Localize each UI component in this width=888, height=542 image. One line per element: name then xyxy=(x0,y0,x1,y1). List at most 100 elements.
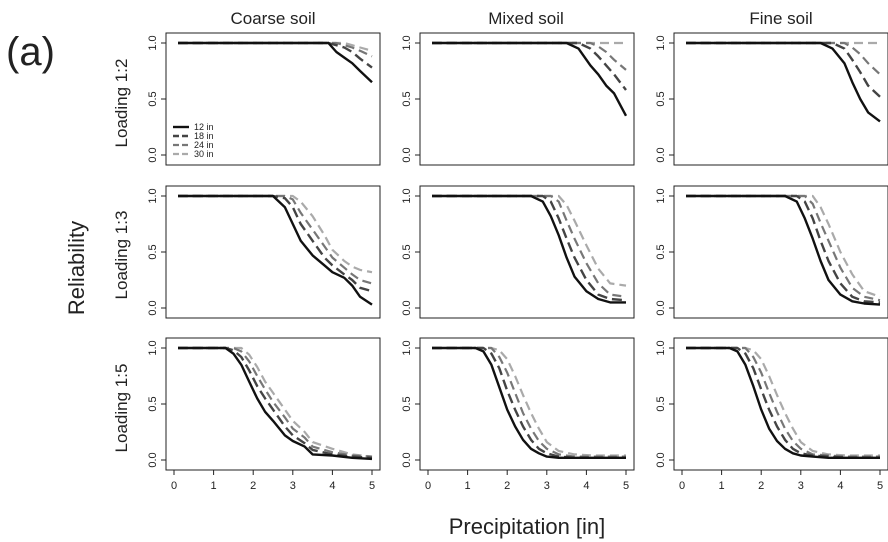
y-tick-label: 0.5 xyxy=(655,91,667,106)
series-line-18-in xyxy=(178,194,373,293)
panel-2-0: 0.0 0.5 1.0 0 1 2 3 4 5 xyxy=(147,337,381,492)
column-title-coarse: Coarse soil xyxy=(230,9,315,28)
y-tick-label: 1.0 xyxy=(401,340,413,355)
x-tick-label: 2 xyxy=(504,480,510,492)
y-tick-label: 0.5 xyxy=(147,91,159,106)
y-tick-label: 0.5 xyxy=(147,396,159,411)
x-tick-label: 0 xyxy=(679,480,685,492)
series-line-18-in xyxy=(178,346,373,459)
panel-1-2: 0.0 0.5 1.0 xyxy=(655,185,888,319)
series-line-30-in xyxy=(686,194,881,298)
x-tick-label: 1 xyxy=(465,480,471,492)
y-axis-label: Reliability xyxy=(64,221,89,315)
series-line-24-in xyxy=(178,41,373,58)
series-line-18-in xyxy=(432,41,627,91)
y-tick-label: 0.0 xyxy=(401,300,413,315)
series-line-12-in xyxy=(178,41,373,84)
series-line-24-in xyxy=(432,41,627,71)
panel-frame xyxy=(165,337,381,471)
legend-label: 30 in xyxy=(194,149,214,159)
y-tick-label: 1.0 xyxy=(401,188,413,203)
series-line-24-in xyxy=(686,41,881,76)
x-tick-label: 1 xyxy=(719,480,725,492)
x-tick-label: 5 xyxy=(623,480,629,492)
x-tick-label: 4 xyxy=(837,480,843,492)
x-tick-label: 0 xyxy=(425,480,431,492)
y-tick-label: 1.0 xyxy=(655,35,667,50)
series-line-18-in xyxy=(686,41,881,98)
panel-frame xyxy=(165,185,381,319)
y-tick-label: 0.0 xyxy=(655,300,667,315)
series-line-12-in xyxy=(178,346,373,461)
column-title-fine: Fine soil xyxy=(749,9,812,28)
panels: 0.00.51.00.00.51.00.00.51.00.00.51.00.00… xyxy=(147,32,888,492)
y-tick-label: 0.5 xyxy=(401,396,413,411)
y-tick-label: 0.0 xyxy=(655,452,667,467)
panel-1-0: 0.0 0.5 1.0 xyxy=(147,185,381,319)
x-tick-label: 3 xyxy=(290,480,296,492)
y-tick-label: 1.0 xyxy=(401,35,413,50)
series-line-18-in xyxy=(686,346,880,459)
series-line-30-in xyxy=(686,346,880,457)
legend-label: 24 in xyxy=(194,140,214,150)
series-line-12-in xyxy=(686,346,880,459)
x-tick-label: 2 xyxy=(758,480,764,492)
series-line-12-in xyxy=(686,41,881,123)
series-line-24-in xyxy=(432,346,626,458)
series-line-12-in xyxy=(178,194,373,306)
series-line-30-in xyxy=(178,41,373,52)
panel-0-2: 0.0 0.5 1.0 xyxy=(655,32,888,166)
x-tick-label: 2 xyxy=(250,480,256,492)
y-tick-label: 0.0 xyxy=(401,452,413,467)
x-tick-label: 1 xyxy=(211,480,217,492)
legend-label: 12 in xyxy=(194,122,214,132)
y-tick-label: 0.0 xyxy=(147,300,159,315)
series-line-24-in xyxy=(178,346,373,458)
y-tick-label: 1.0 xyxy=(147,35,159,50)
panel-0-0: 0.0 0.5 1.0 xyxy=(147,32,381,166)
series-line-12-in xyxy=(432,41,628,117)
panel-frame xyxy=(673,32,888,166)
x-tick-label: 3 xyxy=(798,480,804,492)
series-line-30-in xyxy=(178,346,373,458)
series-line-12-in xyxy=(432,194,626,304)
series-line-30-in xyxy=(432,346,626,457)
y-tick-label: 1.0 xyxy=(655,188,667,203)
series-line-12-in xyxy=(432,346,626,459)
series-line-12-in xyxy=(686,194,881,306)
panel-2-1: 0.0 0.5 1.0 0 1 2 3 4 5 xyxy=(401,337,635,492)
y-tick-label: 0.5 xyxy=(401,244,413,259)
y-tick-label: 0.0 xyxy=(147,452,159,467)
series-line-30-in xyxy=(432,194,627,287)
panel-2-2: 0.0 0.5 1.0 0 1 2 3 4 5 xyxy=(655,337,888,492)
column-title-mixed: Mixed soil xyxy=(488,9,564,28)
x-tick-label: 4 xyxy=(329,480,335,492)
x-tick-label: 4 xyxy=(583,480,589,492)
series-line-24-in xyxy=(178,194,373,285)
row-label-1-5: Loading 1:5 xyxy=(112,364,131,453)
y-tick-label: 1.0 xyxy=(655,340,667,355)
x-tick-label: 0 xyxy=(171,480,177,492)
x-axis-label: Precipitation [in] xyxy=(449,514,606,539)
series-line-30-in xyxy=(178,194,373,274)
legend-label: 18 in xyxy=(194,131,214,141)
panel-frame xyxy=(419,185,635,319)
series-line-18-in xyxy=(686,194,881,304)
row-label-1-3: Loading 1:3 xyxy=(112,211,131,300)
y-tick-label: 0.5 xyxy=(655,244,667,259)
panel-0-1: 0.0 0.5 1.0 xyxy=(401,32,635,166)
panel-frame xyxy=(419,32,635,166)
series-line-18-in xyxy=(432,194,627,302)
series-line-24-in xyxy=(432,194,627,298)
y-tick-label: 0.0 xyxy=(655,147,667,162)
y-tick-label: 0.0 xyxy=(147,147,159,162)
y-tick-label: 0.0 xyxy=(401,147,413,162)
row-label-1-2: Loading 1:2 xyxy=(112,59,131,148)
y-tick-label: 0.5 xyxy=(147,244,159,259)
series-line-24-in xyxy=(686,194,881,302)
x-tick-label: 5 xyxy=(369,480,375,492)
y-tick-label: 1.0 xyxy=(147,188,159,203)
y-tick-label: 0.5 xyxy=(401,91,413,106)
